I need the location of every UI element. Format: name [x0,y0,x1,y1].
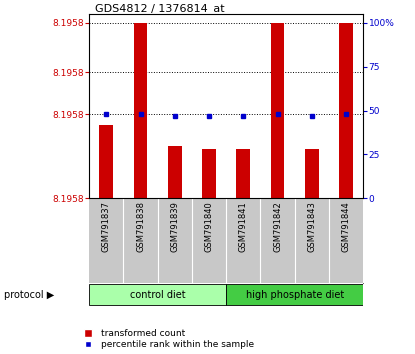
Bar [89,284,226,305]
Bar [134,23,147,198]
Bar [305,149,319,198]
Legend: transformed count, percentile rank within the sample: transformed count, percentile rank withi… [79,329,254,349]
Bar [168,145,182,198]
Text: control diet: control diet [130,290,186,300]
Text: GSM791842: GSM791842 [273,201,282,252]
Text: GSM791839: GSM791839 [170,201,179,252]
Text: GSM791838: GSM791838 [136,201,145,252]
Text: high phosphate diet: high phosphate diet [246,290,344,300]
Bar [100,125,113,198]
Bar [339,23,353,198]
Text: GSM791837: GSM791837 [102,201,111,252]
Text: GSM791841: GSM791841 [239,201,248,252]
Bar [271,23,284,198]
Text: protocol ▶: protocol ▶ [4,290,54,300]
Bar [202,149,216,198]
Bar [226,284,363,305]
Text: GSM791844: GSM791844 [342,201,351,252]
Text: GSM791840: GSM791840 [205,201,214,252]
Bar [237,149,250,198]
Text: GDS4812 / 1376814_at: GDS4812 / 1376814_at [95,3,225,14]
Text: GSM791843: GSM791843 [307,201,316,252]
